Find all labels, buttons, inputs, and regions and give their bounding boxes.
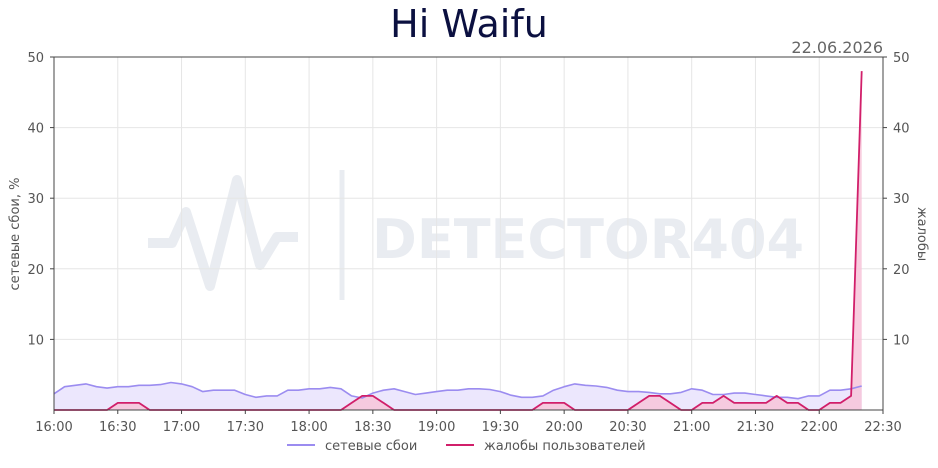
y-right-tick-label: 50	[893, 51, 910, 66]
x-tick-label: 18:00	[290, 420, 327, 435]
series-line-outages	[53, 381, 862, 400]
legend-label-outages: сетевые сбои	[325, 439, 417, 454]
x-tick-label: 18:30	[354, 420, 391, 435]
y-right-tick-label: 10	[893, 333, 910, 348]
x-tick-label: 16:30	[99, 420, 136, 435]
legend-label-complaints: жалобы пользователей	[484, 439, 646, 454]
chart-title: Hi Waifu	[390, 2, 548, 46]
y-left-tick-label: 20	[27, 263, 44, 278]
plot-frame	[53, 56, 884, 411]
x-axis: 16:00 16:30 17:00 17:30 18:00 18:30 19:00 19:30…	[35, 410, 902, 435]
legend: сетевые сбои жалобы пользователей	[287, 439, 646, 454]
y-left-tick-label: 10	[27, 333, 44, 348]
chart-date: 22.06.2026	[791, 38, 883, 57]
watermark: DETECTOR404	[148, 170, 804, 300]
x-tick-label: 17:00	[163, 420, 200, 435]
x-tick-label: 19:00	[418, 420, 455, 435]
y-right-tick-label: 40	[893, 122, 910, 137]
x-tick-label: 16:00	[35, 420, 72, 435]
y-axis-right-label: жалобы	[914, 207, 929, 261]
x-tick-label: 20:00	[545, 420, 582, 435]
x-tick-label: 21:00	[673, 420, 710, 435]
x-tick-label: 22:30	[864, 420, 901, 435]
series-areas	[54, 71, 862, 410]
x-tick-label: 21:30	[737, 420, 774, 435]
y-left-tick-label: 40	[27, 122, 44, 137]
y-axis-right: 10 20 30 40 50	[883, 51, 910, 348]
y-axis-left-label: сетевые сбои, %	[8, 178, 23, 291]
y-left-tick-label: 30	[27, 192, 44, 207]
y-left-tick-label: 50	[27, 51, 44, 66]
y-axis-left: 10 20 30 40 50	[27, 51, 54, 348]
y-right-tick-label: 20	[893, 263, 910, 278]
x-tick-label: 20:30	[609, 420, 646, 435]
watermark-text: DETECTOR404	[372, 208, 804, 271]
y-right-tick-label: 30	[893, 192, 910, 207]
x-tick-label: 17:30	[227, 420, 264, 435]
watermark-pulse-icon	[148, 175, 298, 291]
x-tick-label: 22:00	[800, 420, 837, 435]
x-tick-label: 19:30	[482, 420, 519, 435]
